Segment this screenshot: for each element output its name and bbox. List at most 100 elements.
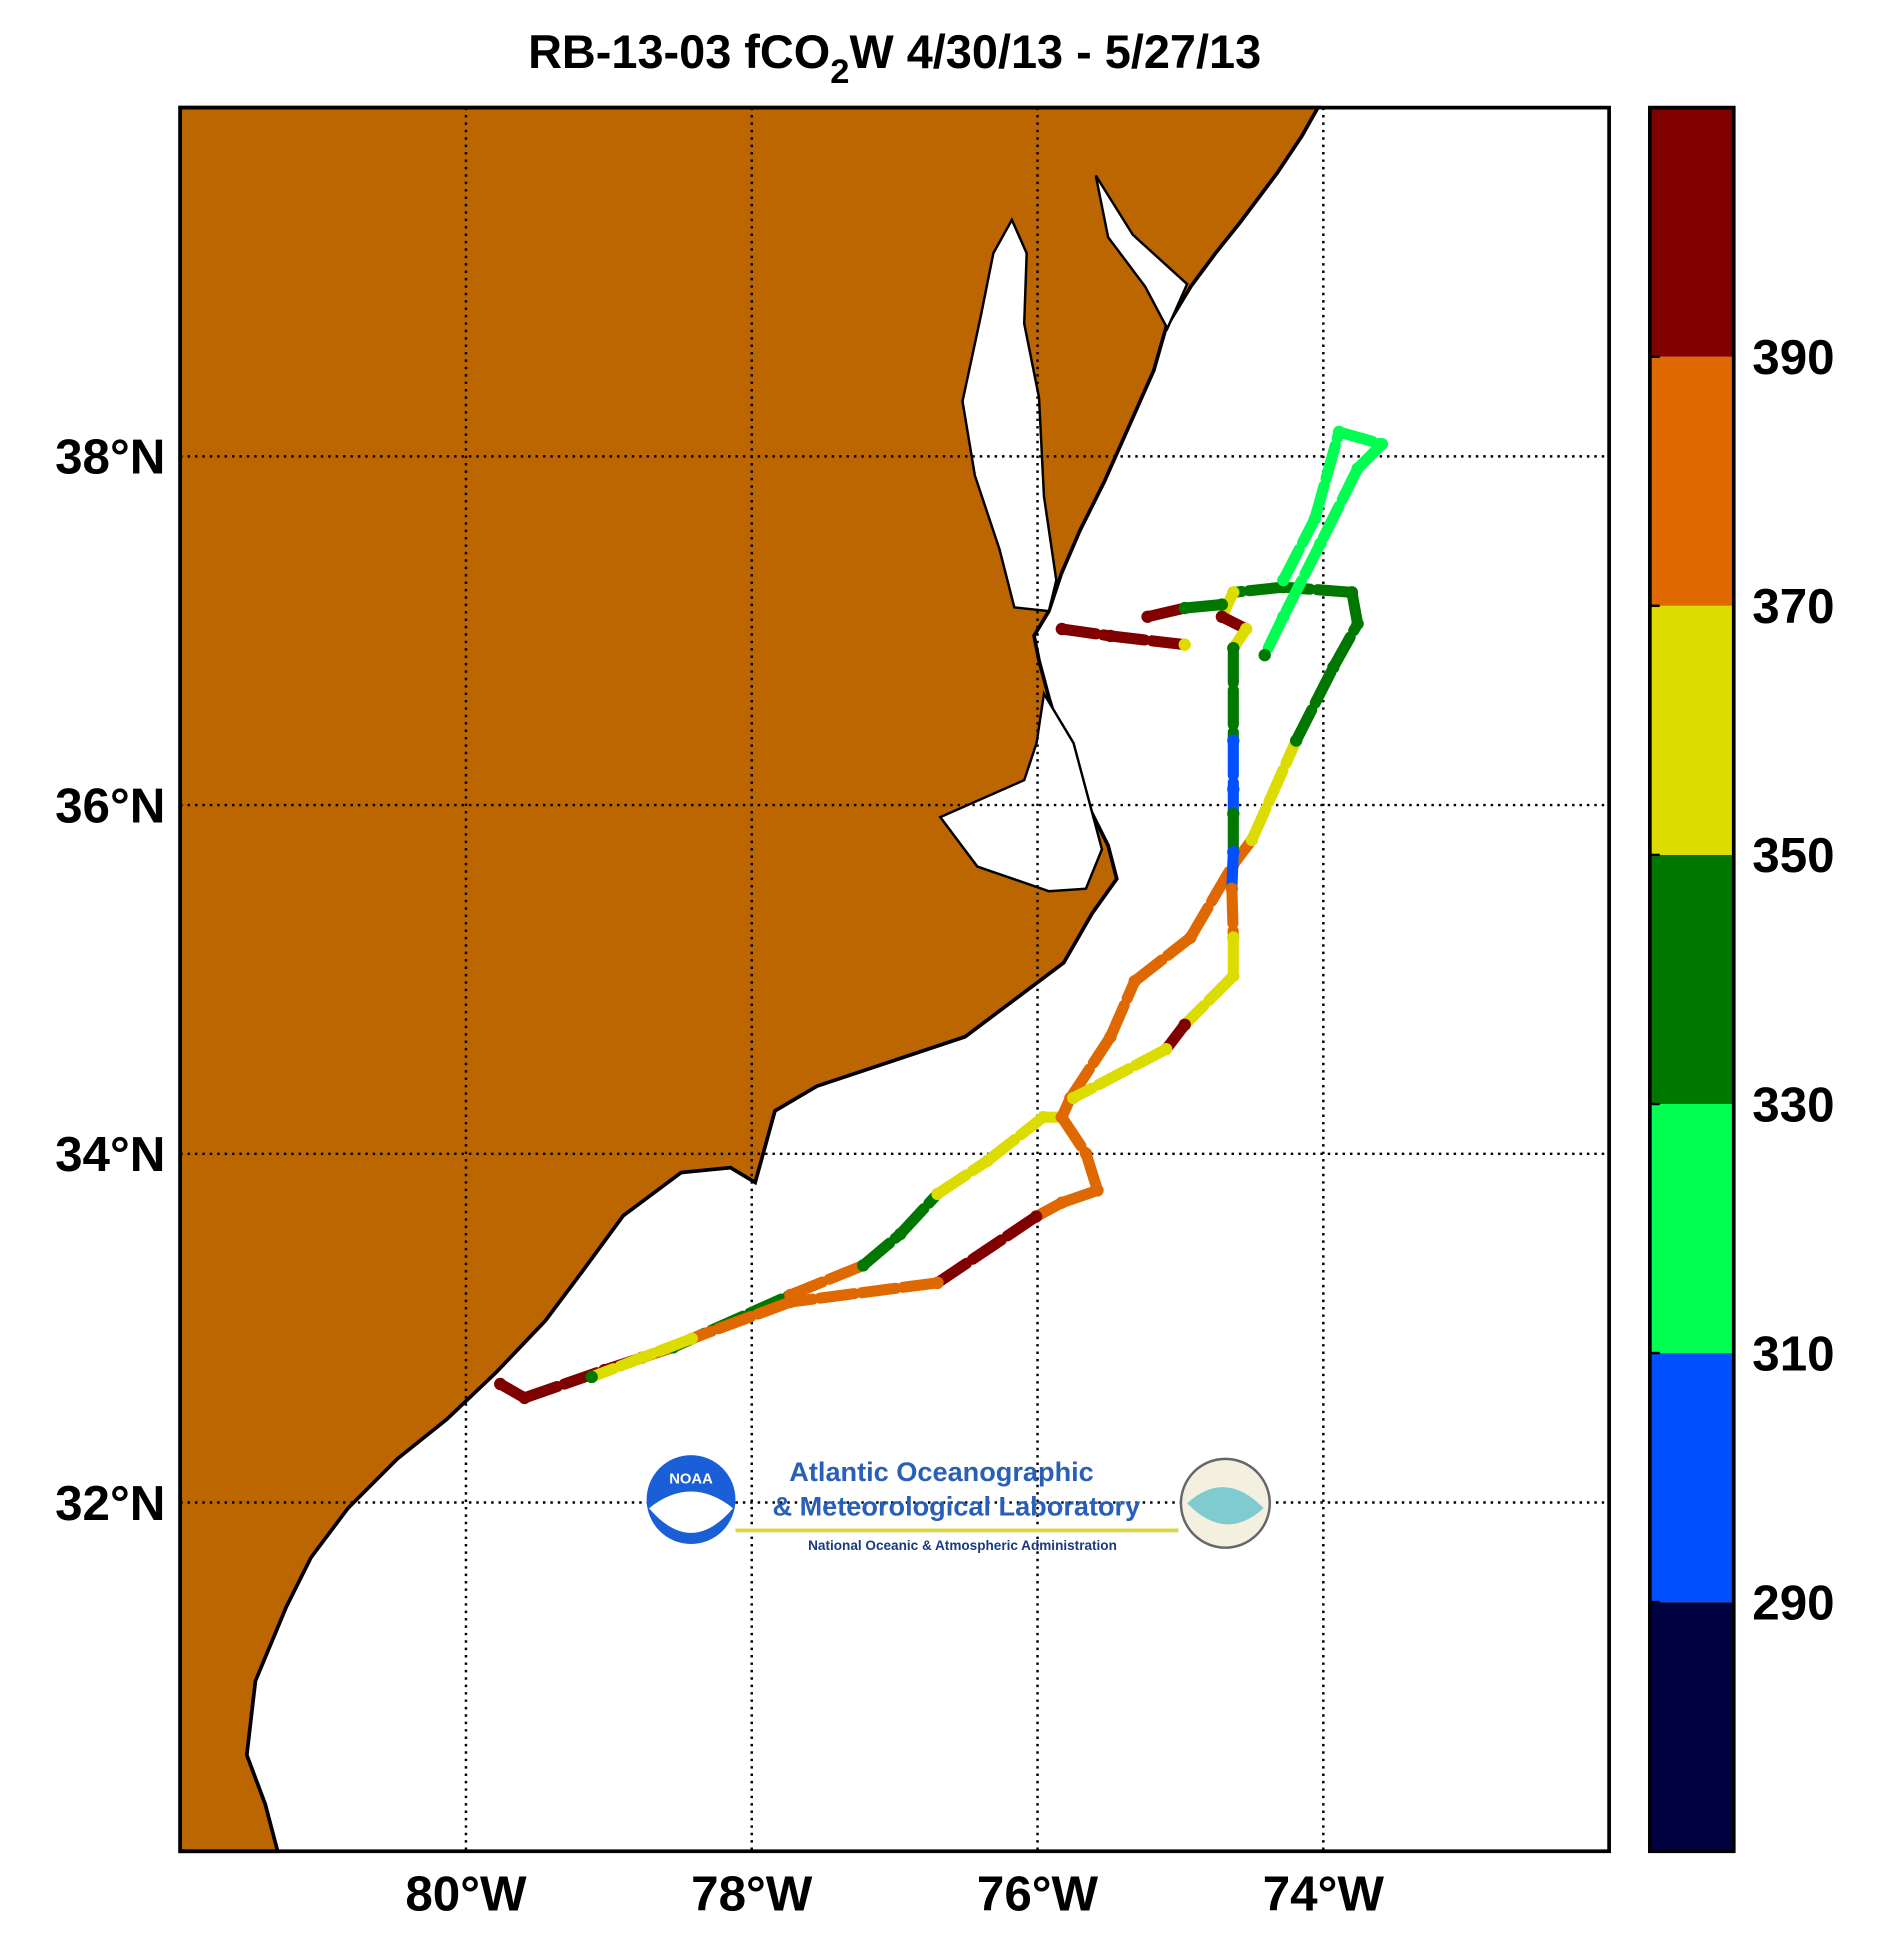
track-segment xyxy=(1333,426,1388,450)
x-tick-label: 76°W xyxy=(977,1866,1099,1921)
track-point xyxy=(1332,425,1346,439)
colorbar-frame xyxy=(1647,105,1736,1854)
title-text: RB-13-03 fCO xyxy=(528,26,830,78)
colorbar-tick-label: 350 xyxy=(1752,828,1834,883)
colorbar-tick-label: 330 xyxy=(1752,1077,1834,1132)
track-segment xyxy=(586,1333,698,1383)
track-point xyxy=(1245,833,1259,847)
track-segment xyxy=(1314,463,1364,550)
track-segment xyxy=(1227,581,1289,598)
land xyxy=(178,105,1322,1854)
track-segment xyxy=(784,1277,944,1308)
colorbar-tick-label: 290 xyxy=(1752,1575,1834,1630)
track-point xyxy=(981,1154,994,1167)
track-segment xyxy=(894,1188,944,1240)
delaware-bay xyxy=(1094,174,1189,332)
track-point xyxy=(1239,622,1253,636)
track-point xyxy=(1128,975,1141,988)
track-segment xyxy=(1104,630,1191,651)
track-segment xyxy=(686,1296,796,1345)
track-point xyxy=(1327,661,1340,674)
track-point xyxy=(1345,586,1359,599)
colorbar: 290 310 330 350 370 390 xyxy=(1647,105,1835,1854)
logo-wave xyxy=(649,1491,733,1533)
colorbar-segment xyxy=(1649,107,1734,357)
track-segment xyxy=(1179,599,1228,614)
track-segment xyxy=(1104,975,1141,1043)
track-point xyxy=(685,1332,698,1345)
track-point xyxy=(1067,1091,1080,1105)
track-point xyxy=(1277,573,1290,587)
pamlico-sound xyxy=(938,690,1104,893)
colorbar-segment xyxy=(1649,605,1734,855)
colorbar-tick-label: 390 xyxy=(1752,330,1834,385)
track-point xyxy=(857,1259,870,1272)
track-point xyxy=(1055,1111,1068,1124)
colorbar-tick-label: 370 xyxy=(1752,579,1834,634)
track-point xyxy=(931,1276,944,1289)
track-point xyxy=(1159,1043,1173,1056)
title-subscript: 2 xyxy=(830,53,849,91)
track-segment xyxy=(1142,602,1191,623)
title-text: W 4/30/13 - 5/27/13 xyxy=(849,26,1261,78)
track-point xyxy=(494,1377,507,1391)
track-point xyxy=(1178,601,1191,615)
map-frame xyxy=(178,105,1611,1854)
track-segment xyxy=(1056,1111,1092,1160)
track-point xyxy=(1104,629,1117,643)
logo-seal-wave xyxy=(1187,1487,1264,1525)
y-tick-label: 34°N xyxy=(55,1127,165,1182)
x-tick-label: 74°W xyxy=(1263,1866,1385,1921)
track-point xyxy=(1178,638,1191,651)
track-segment xyxy=(1277,537,1327,623)
track-point xyxy=(1227,807,1240,820)
logo: NOAA Atlantic Oceanographic & Meteorolog… xyxy=(646,1455,1272,1553)
track-point xyxy=(1184,931,1197,944)
logo-line: Atlantic Oceanographic xyxy=(789,1456,1093,1487)
track-point xyxy=(1277,610,1290,623)
grid xyxy=(180,107,1610,1852)
track-segment xyxy=(1064,1031,1116,1104)
track-segment xyxy=(1277,513,1321,586)
track-point xyxy=(518,1391,531,1405)
track-point xyxy=(1037,1111,1050,1124)
track-point xyxy=(1227,586,1240,599)
track-segment xyxy=(1259,611,1289,661)
track-segment xyxy=(1290,661,1339,747)
track-point xyxy=(1215,610,1229,623)
track-segment xyxy=(931,1155,994,1200)
track-point xyxy=(894,1227,907,1241)
logo-badge-text: NOAA xyxy=(669,1472,713,1488)
x-tick-label: 80°W xyxy=(405,1866,527,1921)
track-segment xyxy=(1179,970,1239,1031)
colorbar-segment xyxy=(1649,356,1734,606)
colorbar-segment xyxy=(1649,1353,1734,1603)
track-segment xyxy=(981,1111,1049,1167)
track-point xyxy=(1351,462,1364,475)
y-tick-label: 36°N xyxy=(55,778,165,833)
chesapeake-bay xyxy=(961,217,1058,613)
track-point xyxy=(1375,437,1389,451)
track-point xyxy=(1227,969,1240,983)
track-segment xyxy=(1184,858,1239,944)
track-segment xyxy=(1309,426,1345,525)
track-segment xyxy=(1129,932,1196,987)
colorbar-segment xyxy=(1649,1103,1734,1354)
track-segment xyxy=(1246,735,1302,846)
track-segment xyxy=(1226,883,1239,944)
track-point xyxy=(1227,641,1240,655)
logo-line: & Meteorological Laboratory xyxy=(772,1491,1140,1522)
colorbar-segment xyxy=(1649,1602,1734,1852)
track-point xyxy=(784,1295,797,1309)
track-segment xyxy=(1056,1184,1104,1209)
y-tick-label: 32°N xyxy=(55,1476,165,1531)
track-point xyxy=(1227,931,1240,944)
track-point xyxy=(1351,617,1364,630)
track-segment xyxy=(1056,623,1116,642)
track-point xyxy=(1055,1196,1068,1209)
track-point xyxy=(585,1370,598,1384)
track-point xyxy=(1178,1018,1191,1031)
colorbar-segment xyxy=(1649,854,1734,1104)
